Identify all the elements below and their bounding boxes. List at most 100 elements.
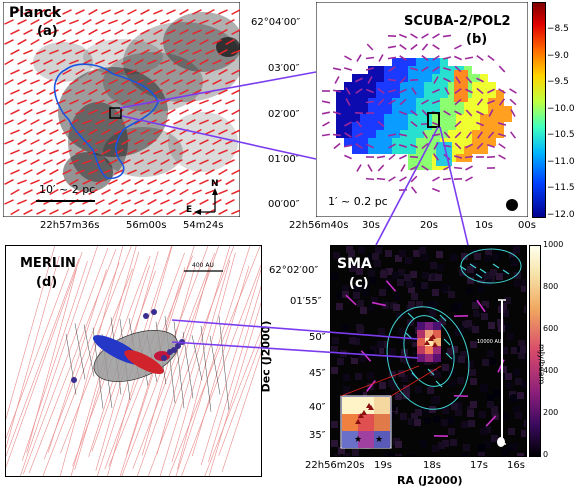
pol2-cell: [368, 106, 376, 114]
sma-noise-pixel: [356, 391, 363, 398]
pol2-vector: [454, 55, 462, 61]
planck-vector: [101, 148, 111, 156]
merlin-maser: [161, 355, 167, 361]
sma-colorbar-tick: 200: [543, 408, 559, 417]
planck-vector: [166, 169, 176, 175]
pol2-vector: [432, 88, 440, 94]
pol2-cell: [376, 114, 384, 122]
pol2-vector: [355, 88, 363, 94]
sma-noise-pixel: [385, 278, 392, 285]
planck-vector: [147, 159, 157, 165]
pol2-cell: [384, 66, 392, 74]
pol2-cell: [352, 106, 360, 114]
planck-vector: [134, 58, 144, 66]
pol2-cell: [488, 138, 496, 146]
merlin-pol-line: [171, 259, 231, 463]
pol2-vector: [355, 77, 363, 83]
sma-noise-pixel: [509, 252, 516, 259]
sma-noise-pixel: [450, 439, 457, 446]
sma-vector: [366, 379, 376, 393]
sma-noise-pixel: [429, 310, 436, 317]
planck-vector: [17, 159, 27, 165]
planck-vector: [114, 109, 124, 115]
sma-noise-pixel: [406, 305, 413, 312]
planck-vector: [69, 138, 79, 146]
pol2-vector: [377, 87, 385, 95]
sma-noise-pixel: [421, 282, 428, 289]
sma-noise-pixel: [415, 409, 422, 416]
pol2-colorbar: [532, 2, 546, 218]
pol2-cell: [360, 114, 368, 122]
pol2-vector: [421, 54, 429, 62]
planck-vector: [4, 19, 14, 25]
dust-blob: [163, 12, 240, 72]
pol2-vector: [388, 99, 396, 105]
merlin-vector: [74, 323, 86, 380]
sma-noise-field: [331, 246, 526, 456]
pol2-cell: [480, 122, 488, 130]
sma-noise-pixel: [517, 453, 524, 456]
planck-vector: [82, 18, 92, 26]
pol2-vector: [345, 87, 351, 95]
planck-vector: [108, 118, 118, 126]
planck-vector: [114, 9, 124, 15]
planck-vector: [199, 198, 209, 206]
merlin-pol-line: [6, 258, 80, 457]
planck-vector: [17, 118, 27, 126]
planck-vector: [101, 128, 111, 136]
pol2-cell: [448, 106, 456, 114]
planck-vector: [205, 168, 215, 176]
planck-vector: [231, 29, 240, 36]
sma-noise-pixel: [501, 347, 508, 354]
sma-noise-pixel: [457, 326, 464, 333]
pol2-cell: [408, 90, 416, 98]
sma-noise-pixel: [502, 310, 509, 317]
planck-vector: [153, 109, 163, 115]
sma-noise-pixel: [448, 291, 455, 298]
pol2-vector: [333, 142, 341, 150]
pol2-vector: [366, 143, 374, 149]
sma-noise-pixel: [478, 452, 485, 456]
pol2-cell: [392, 122, 400, 130]
planck-vector: [75, 209, 85, 215]
merlin-maser: [167, 349, 173, 355]
planck-vector: [10, 89, 20, 95]
sma-noise-pixel: [472, 302, 479, 309]
sma-noise-pixel: [385, 355, 392, 362]
pol2-vector: [421, 99, 429, 105]
planck-vector: [23, 149, 33, 155]
sma-noise-pixel: [331, 421, 338, 428]
planck-vector: [166, 208, 176, 216]
planck-vector: [43, 18, 53, 26]
sma-inset-pixel: [342, 431, 358, 448]
sma-pixel: [433, 346, 441, 354]
sma-noise-pixel: [459, 269, 466, 276]
pol2-cell: [360, 74, 368, 82]
planck-vector: [108, 159, 118, 165]
sma-noise-pixel: [524, 420, 526, 427]
sma-pixel: [417, 322, 425, 330]
pol2-cell: [400, 82, 408, 90]
sma-noise-pixel: [352, 449, 359, 456]
planck-vector: [56, 39, 66, 45]
pol2-vector: [443, 110, 451, 116]
pol2-scale-label: 1′ ~ 0.2 pc: [328, 195, 388, 208]
pol2-vector: [454, 120, 462, 128]
pol2-vector: [377, 98, 385, 106]
sma-colorbar-tick: 400: [543, 366, 559, 375]
sma-noise-pixel: [513, 406, 520, 413]
pol2-cell: [392, 58, 400, 66]
sma-noise-pixel: [405, 257, 412, 264]
pol2-vector: [343, 144, 353, 148]
sma-noise-pixel: [518, 352, 525, 359]
sma-noise-pixel: [442, 440, 449, 447]
merlin-pol-line: [6, 255, 60, 449]
planck-vector: [10, 129, 20, 135]
pol2-vector: [321, 100, 331, 104]
pol2-cell: [368, 122, 376, 130]
planck-vector: [95, 59, 105, 65]
planck-vector: [160, 59, 170, 65]
sma-noise-pixel: [521, 430, 526, 437]
planck-vector: [62, 49, 72, 55]
planck-vector: [108, 59, 118, 65]
